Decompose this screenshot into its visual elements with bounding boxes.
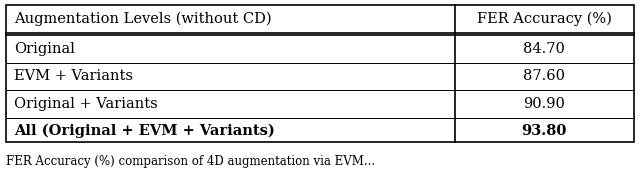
Text: 84.70: 84.70: [524, 42, 565, 56]
Text: 93.80: 93.80: [522, 124, 567, 138]
Text: FER Accuracy (%) comparison of 4D augmentation via EVM...: FER Accuracy (%) comparison of 4D augmen…: [6, 155, 376, 168]
Text: FER Accuracy (%): FER Accuracy (%): [477, 12, 612, 26]
Text: 87.60: 87.60: [524, 69, 565, 83]
Bar: [6, 5, 634, 142]
Text: 90.90: 90.90: [524, 97, 565, 111]
Text: All (Original + EVM + Variants): All (Original + EVM + Variants): [14, 124, 275, 138]
Text: Augmentation Levels (without CD): Augmentation Levels (without CD): [14, 12, 271, 26]
Text: EVM + Variants: EVM + Variants: [14, 69, 133, 83]
Text: Original + Variants: Original + Variants: [14, 97, 157, 111]
Text: Original: Original: [14, 42, 75, 56]
